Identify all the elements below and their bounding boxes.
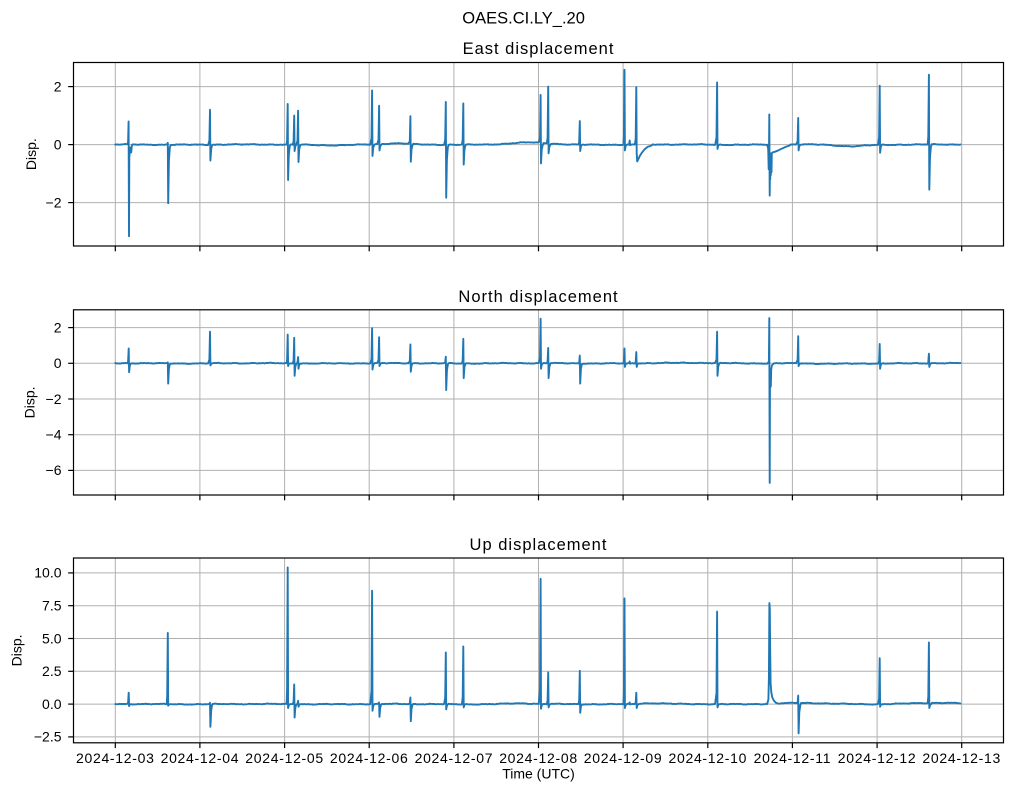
svg-text:North displacement: North displacement — [458, 288, 618, 306]
svg-text:2024-12-03: 2024-12-03 — [76, 750, 155, 766]
svg-text:−6: −6 — [46, 462, 62, 478]
svg-text:−2: −2 — [46, 194, 62, 210]
svg-text:−4: −4 — [46, 427, 62, 443]
svg-text:2: 2 — [54, 319, 62, 335]
svg-text:2024-12-06: 2024-12-06 — [330, 750, 409, 766]
svg-text:5.0: 5.0 — [42, 630, 62, 646]
svg-text:OAES.CI.LY_.20: OAES.CI.LY_.20 — [462, 9, 585, 27]
svg-text:2024-12-09: 2024-12-09 — [584, 750, 663, 766]
svg-text:2.5: 2.5 — [42, 663, 62, 679]
svg-text:2024-12-04: 2024-12-04 — [161, 750, 240, 766]
svg-text:2024-12-10: 2024-12-10 — [668, 750, 747, 766]
svg-text:2: 2 — [54, 78, 62, 94]
svg-text:2024-12-08: 2024-12-08 — [499, 750, 578, 766]
svg-text:Time (UTC): Time (UTC) — [502, 766, 575, 782]
svg-text:2024-12-07: 2024-12-07 — [415, 750, 494, 766]
svg-text:Disp.: Disp. — [23, 138, 39, 170]
svg-text:2024-12-05: 2024-12-05 — [245, 750, 324, 766]
svg-text:10.0: 10.0 — [34, 565, 61, 581]
svg-text:2024-12-13: 2024-12-13 — [922, 750, 1001, 766]
svg-text:2024-12-11: 2024-12-11 — [754, 750, 832, 766]
svg-text:−2.5: −2.5 — [34, 729, 62, 745]
svg-text:0.0: 0.0 — [42, 696, 62, 712]
svg-text:East displacement: East displacement — [463, 40, 615, 58]
svg-text:0: 0 — [54, 355, 62, 371]
svg-text:Up displacement: Up displacement — [470, 536, 608, 554]
svg-text:2024-12-12: 2024-12-12 — [838, 750, 917, 766]
svg-text:−2: −2 — [46, 391, 62, 407]
svg-text:7.5: 7.5 — [42, 598, 62, 614]
svg-text:0: 0 — [54, 136, 62, 152]
svg-text:Disp.: Disp. — [9, 634, 25, 666]
svg-text:Disp.: Disp. — [21, 386, 37, 418]
